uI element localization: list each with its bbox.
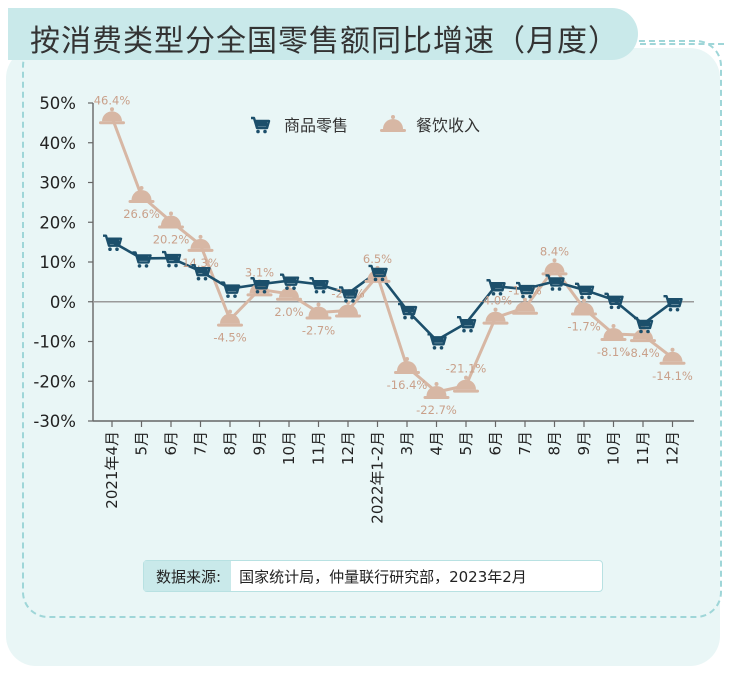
- catering-data-label: -8.1%: [597, 345, 630, 359]
- y-tick-label: 40%: [39, 134, 76, 153]
- goods-point: [545, 274, 565, 291]
- x-tick-label: 7月: [516, 431, 534, 456]
- goods-point: [191, 263, 211, 281]
- catering-data-label: -1.7%: [567, 320, 600, 334]
- goods-point: [280, 273, 300, 290]
- x-tick-label: 10月: [605, 431, 623, 465]
- y-tick-label: 30%: [39, 174, 76, 193]
- catering-data-label: -22.7%: [416, 403, 457, 417]
- catering-point: [305, 302, 332, 320]
- x-tick-label: 10月: [280, 431, 298, 465]
- page-title: 按消费类型分全国零售额同比增速（月度）: [30, 24, 619, 59]
- catering-point: [571, 298, 597, 316]
- catering-data-label: 20.2%: [153, 232, 190, 246]
- x-tick-label: 8月: [221, 431, 239, 456]
- catering-data-label: -4.0%: [479, 294, 512, 308]
- source-label: 数据来源:: [144, 561, 232, 591]
- catering-point: [453, 375, 479, 393]
- goods-point: [309, 277, 329, 294]
- goods-point: [486, 279, 506, 296]
- goods-point: [663, 294, 683, 312]
- catering-data-label: 8.4%: [540, 244, 569, 258]
- catering-data-label: -4.5%: [213, 331, 246, 345]
- catering-point: [659, 347, 686, 365]
- y-tick-label: 20%: [39, 213, 76, 232]
- x-tick-label: 5月: [133, 431, 151, 456]
- goods-point: [103, 234, 123, 252]
- x-tick-label: 5月: [457, 431, 475, 456]
- x-tick-label: 11月: [310, 431, 328, 465]
- goods-point: [427, 333, 447, 350]
- x-tick-label: 7月: [192, 431, 210, 456]
- goods-point: [132, 251, 152, 268]
- y-tick-label: 10%: [39, 253, 76, 272]
- goods-point: [162, 250, 182, 268]
- catering-data-label: 14.3%: [182, 256, 219, 270]
- serving-cloche-icon: [380, 115, 406, 132]
- goods-point: [516, 281, 536, 299]
- goods-point: [634, 316, 654, 334]
- catering-point: [217, 309, 243, 327]
- goods-point: [575, 282, 595, 300]
- x-tick-label: 8月: [546, 431, 564, 456]
- x-tick-label: 3月: [398, 431, 416, 456]
- catering-point: [99, 107, 125, 125]
- x-tick-label: 9月: [575, 431, 593, 456]
- catering-point: [335, 300, 361, 318]
- y-tick-label: 50%: [39, 94, 76, 113]
- goods-point: [398, 302, 418, 320]
- catering-data-label: 2.0%: [274, 305, 303, 319]
- source-note: 数据来源: 国家统计局，仲量联行研究部，2023年2月: [143, 560, 603, 592]
- y-tick-label: 0%: [50, 293, 76, 312]
- goods-point: [457, 316, 477, 333]
- catering-point: [158, 211, 184, 229]
- catering-point: [482, 307, 509, 325]
- catering-series-line: [110, 116, 674, 394]
- catering-point: [128, 186, 155, 204]
- x-tick-label: 6月: [162, 431, 180, 456]
- goods-point: [604, 292, 624, 310]
- x-tick-label: 2021年4月: [103, 431, 121, 509]
- x-tick-label: 9月: [251, 431, 269, 456]
- catering-data-label: 6.5%: [363, 252, 392, 266]
- x-tick-label: 4月: [428, 431, 446, 456]
- catering-data-label: 26.6%: [123, 207, 160, 221]
- catering-data-label: -21.1%: [446, 362, 487, 376]
- catering-data-label: -2.7%: [302, 323, 335, 337]
- catering-data-label: -14.1%: [652, 369, 693, 383]
- y-tick-label: -20%: [33, 372, 76, 391]
- catering-data-label: 3.1%: [245, 265, 274, 279]
- x-tick-label: 6月: [487, 431, 505, 456]
- x-tick-label: 2022年1-2月: [369, 431, 387, 524]
- catering-point: [541, 258, 568, 276]
- x-tick-label: 12月: [664, 431, 682, 465]
- x-tick-label: 12月: [339, 431, 357, 465]
- goods-point: [250, 277, 270, 294]
- catering-point: [600, 323, 627, 341]
- goods-point: [339, 286, 359, 303]
- catering-point: [187, 234, 214, 252]
- x-tick-label: 11月: [634, 431, 652, 465]
- shopping-cart-icon: [251, 116, 271, 134]
- catering-point: [512, 297, 538, 315]
- title-dash-line: [640, 43, 724, 45]
- y-tick-label: -30%: [33, 412, 76, 431]
- catering-data-label: -8.4%: [626, 346, 659, 360]
- source-text: 国家统计局，仲量联行研究部，2023年2月: [239, 567, 527, 586]
- legend-label: 餐饮收入: [416, 116, 480, 135]
- catering-data-label: -16.4%: [387, 378, 428, 392]
- goods-point: [221, 281, 241, 298]
- catering-point: [394, 356, 420, 374]
- legend-label: 商品零售: [284, 116, 348, 135]
- title-banner: [8, 8, 638, 60]
- catering-point: [423, 381, 450, 399]
- catering-data-label: 46.4%: [94, 93, 131, 107]
- goods-point: [368, 264, 388, 282]
- y-tick-label: -10%: [33, 333, 76, 352]
